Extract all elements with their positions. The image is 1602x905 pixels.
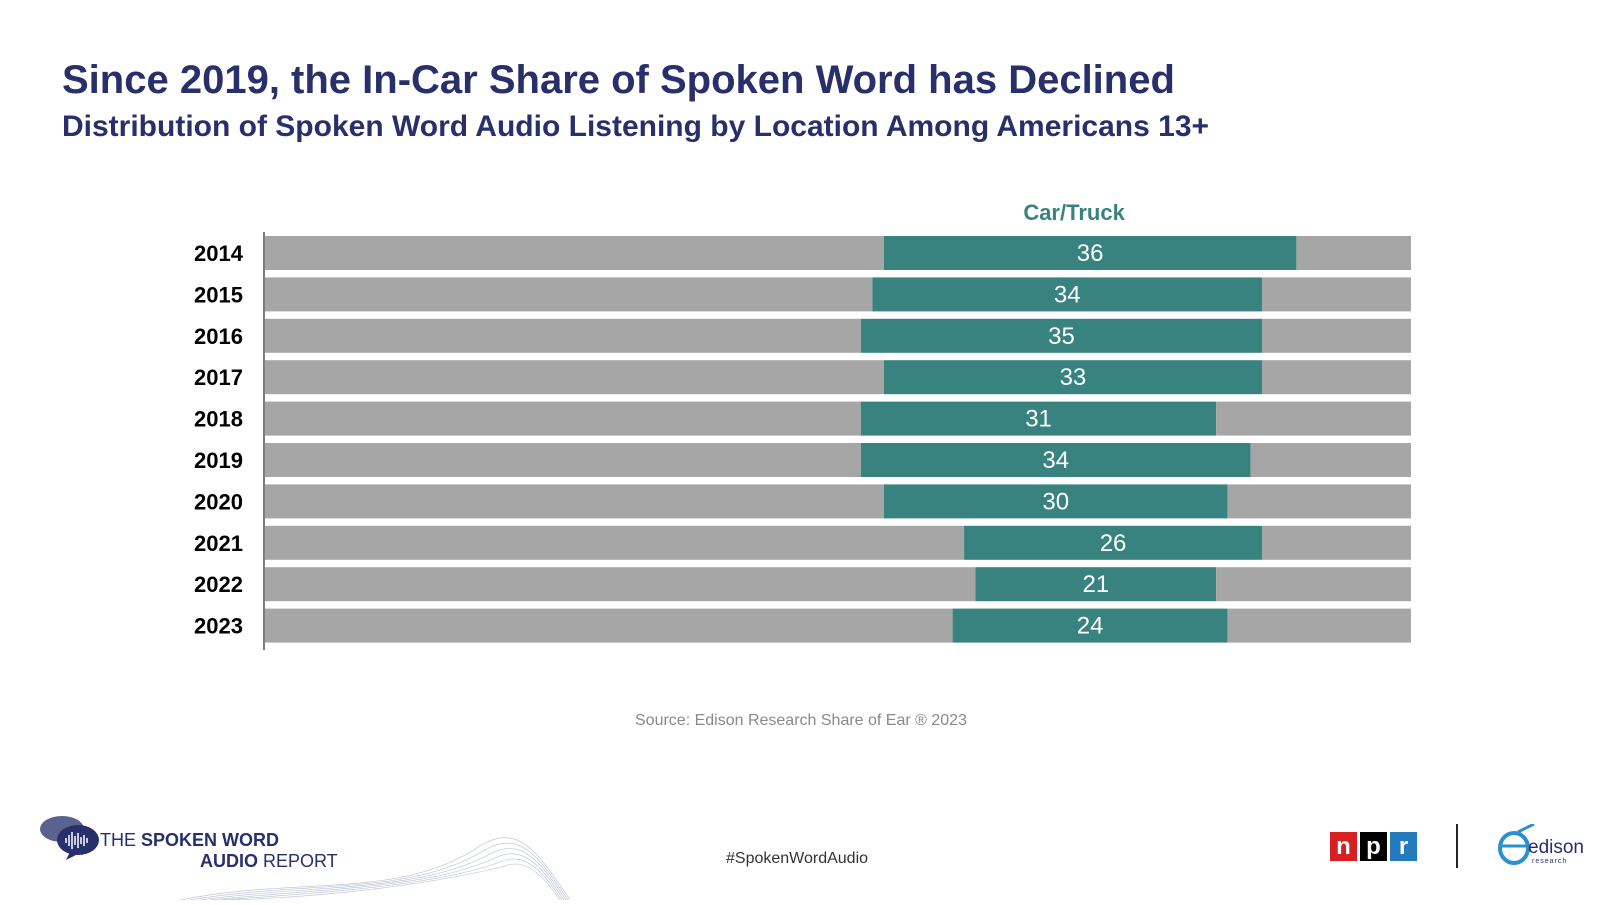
report-title: THE SPOKEN WORD AUDIO REPORT bbox=[100, 830, 338, 871]
spoken-word-report-logo bbox=[40, 816, 580, 901]
data-label: 21 bbox=[1082, 571, 1109, 598]
data-label: 33 bbox=[1060, 364, 1087, 391]
category-label: 2022 bbox=[194, 572, 243, 597]
bar-car-truck bbox=[964, 525, 1263, 560]
bar-other bbox=[1262, 318, 1411, 353]
bar-other bbox=[1262, 277, 1411, 312]
npr-letter-r: r bbox=[1390, 832, 1417, 861]
bar-other bbox=[265, 401, 861, 436]
bar-car-truck bbox=[883, 484, 1228, 519]
edison-subtitle: research bbox=[1532, 858, 1568, 865]
category-label: 2017 bbox=[194, 365, 243, 390]
source-note: Source: Edison Research Share of Ear ® 2… bbox=[635, 712, 967, 729]
bar-other bbox=[1227, 608, 1411, 643]
category-label: 2021 bbox=[194, 531, 243, 556]
stacked-bar-chart: 36 2014 34 2015 35 2016 33 2017 31 2018 34 2019 30 20… bbox=[194, 200, 1411, 650]
bar-car-truck bbox=[952, 608, 1228, 643]
bar-car-truck bbox=[883, 236, 1297, 270]
wave-decoration bbox=[179, 837, 571, 901]
npr-letter-p: p bbox=[1360, 832, 1387, 861]
bar-other bbox=[1216, 567, 1411, 602]
category-label: 2016 bbox=[194, 324, 243, 349]
bar-other bbox=[265, 318, 861, 353]
speech-bubble-icon bbox=[40, 816, 99, 860]
bar-other bbox=[1216, 401, 1411, 436]
category-label: 2023 bbox=[194, 614, 243, 639]
data-label: 34 bbox=[1054, 281, 1081, 308]
page-title: Since 2019, the In-Car Share of Spoken W… bbox=[62, 58, 1175, 102]
data-label: 26 bbox=[1100, 530, 1127, 557]
npr-logo: n p r bbox=[1330, 832, 1417, 861]
bar-other bbox=[265, 525, 965, 560]
npr-letter-n: n bbox=[1330, 832, 1357, 861]
bar-car-truck bbox=[860, 443, 1251, 477]
edison-research-logo bbox=[1494, 822, 1590, 870]
data-label: 30 bbox=[1042, 488, 1069, 515]
series-header-car-truck: Car/Truck bbox=[1023, 200, 1125, 225]
bar-other bbox=[1262, 360, 1411, 395]
bar-other bbox=[265, 277, 873, 312]
bar-other bbox=[1227, 484, 1411, 519]
logo-divider bbox=[1456, 824, 1458, 868]
page-subtitle: Distribution of Spoken Word Audio Listen… bbox=[62, 110, 1210, 143]
bar-other bbox=[265, 360, 884, 395]
bar-car-truck bbox=[975, 567, 1217, 602]
category-label: 2015 bbox=[194, 282, 243, 307]
bar-car-truck bbox=[860, 401, 1217, 436]
bar-other bbox=[265, 236, 884, 270]
data-label: 36 bbox=[1077, 240, 1104, 267]
bar-other bbox=[265, 567, 976, 602]
bar-other bbox=[265, 443, 861, 477]
bar-other bbox=[1262, 525, 1411, 560]
bar-other bbox=[1296, 236, 1411, 270]
bar-car-truck bbox=[883, 360, 1263, 395]
hashtag: #SpokenWordAudio bbox=[726, 850, 869, 867]
category-label: 2018 bbox=[194, 407, 243, 432]
bar-car-truck bbox=[860, 318, 1263, 353]
data-label: 24 bbox=[1077, 613, 1104, 640]
bar-car-truck bbox=[872, 277, 1263, 312]
bar-other bbox=[1250, 443, 1411, 477]
bar-other bbox=[265, 484, 884, 519]
edison-wordmark: edison bbox=[1528, 837, 1584, 858]
data-label: 34 bbox=[1042, 447, 1069, 474]
data-label: 31 bbox=[1025, 406, 1052, 433]
bar-other bbox=[265, 608, 953, 643]
data-label: 35 bbox=[1048, 323, 1075, 350]
category-label: 2014 bbox=[194, 241, 244, 266]
category-label: 2020 bbox=[194, 489, 243, 514]
category-label: 2019 bbox=[194, 448, 243, 473]
